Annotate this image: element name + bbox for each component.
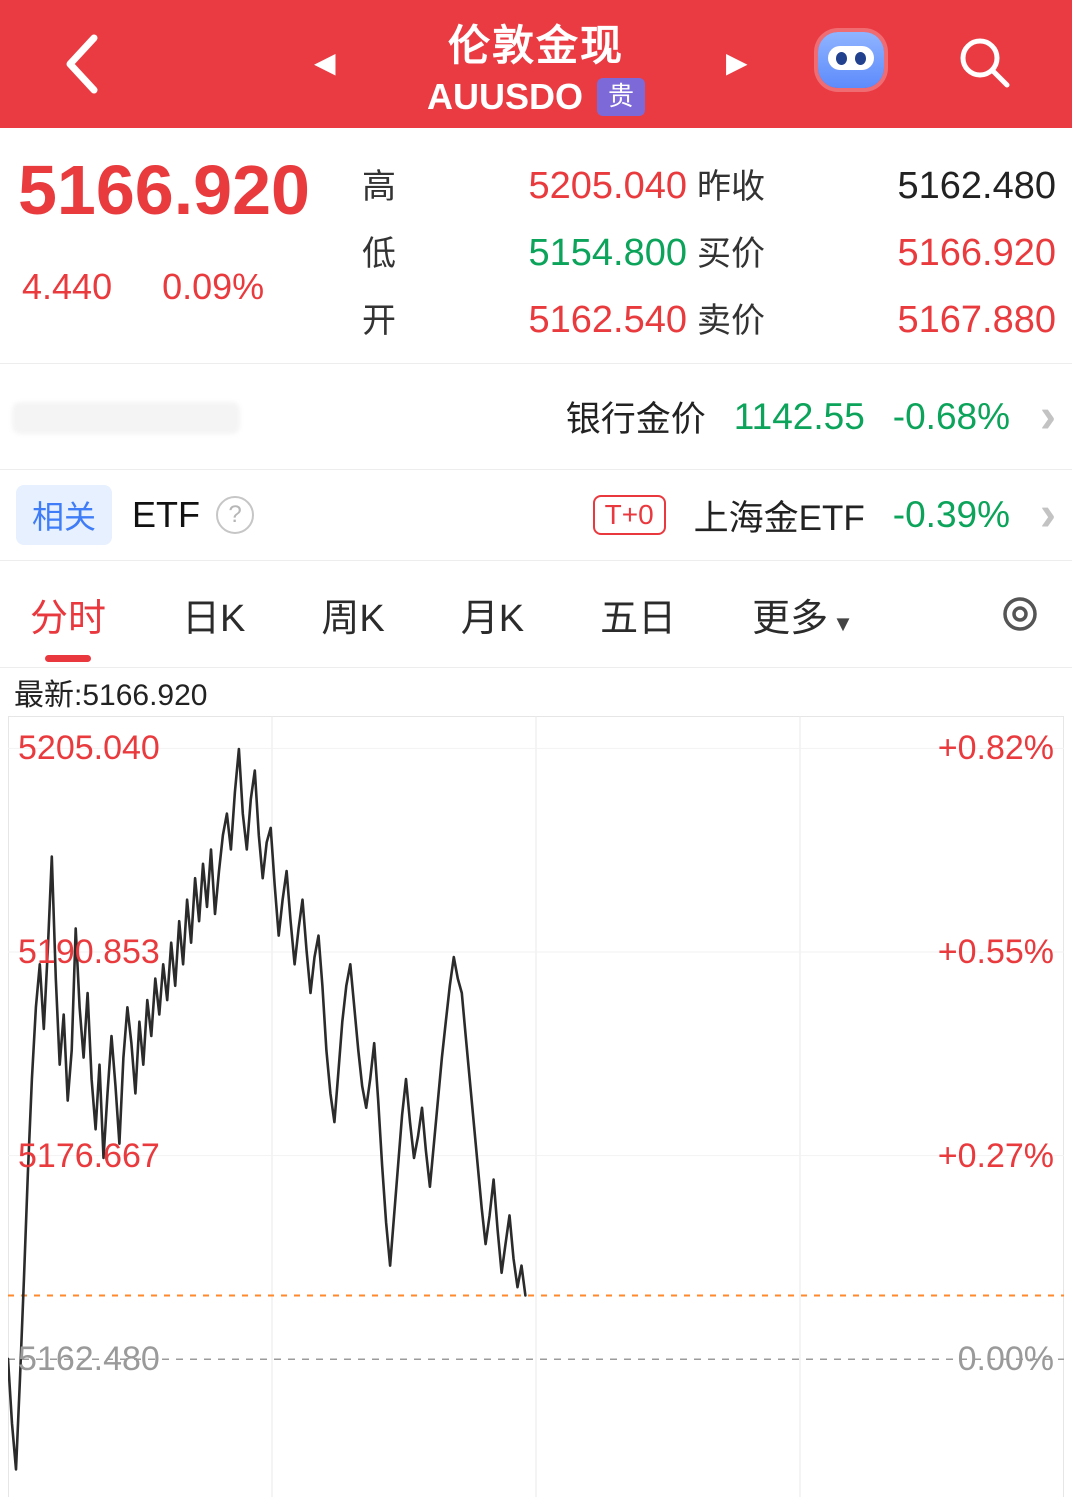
robot-eye (836, 51, 847, 65)
prev-symbol-arrow-icon[interactable]: ◀ (314, 47, 336, 78)
etf-name: 上海金ETF (693, 498, 865, 538)
stat-label-ask: 卖价 (697, 302, 765, 340)
latest-price-label-row: 最新:5166.920 (0, 668, 1072, 716)
tab-daily-k[interactable]: 日K (182, 597, 246, 640)
chevron-right-icon: › (1040, 389, 1056, 443)
stat-label-bid: 买价 (697, 235, 765, 273)
page-title: 伦敦金现 (447, 22, 624, 69)
robot-eye (855, 51, 866, 65)
price-change: 4.440 (22, 266, 113, 307)
t0-badge: T+0 (592, 495, 666, 535)
stat-value-high: 5205.040 (528, 165, 688, 207)
tab-weekly-k[interactable]: 周K (321, 597, 385, 640)
tab-minute[interactable]: 分时 (30, 587, 106, 642)
related-etf-row[interactable]: 相关 ETF ? T+0 上海金ETF -0.39% › (0, 469, 1072, 561)
stat-label-high: 高 (362, 168, 396, 206)
latest-price-label: 最新:5166.920 (14, 679, 208, 712)
chevron-right-icon: › (1040, 488, 1056, 541)
tab-monthly-k[interactable]: 月K (460, 597, 525, 640)
tab-five-day[interactable]: 五日 (600, 597, 677, 640)
price-change-pct: 0.09% (162, 266, 265, 307)
stat-value-bid: 5166.920 (897, 232, 1057, 274)
assistant-robot-icon[interactable] (814, 28, 888, 96)
bank-gold-change-pct: -0.68% (892, 395, 1011, 437)
bank-gold-price: 1142.55 (733, 395, 865, 437)
bank-gold-row[interactable]: 银行金价 1142.55 -0.68% › (0, 363, 1072, 469)
help-question-icon[interactable]: ? (216, 496, 255, 534)
watermark (12, 402, 240, 434)
precious-metal-badge: 贵 (597, 78, 646, 116)
next-symbol-arrow-icon[interactable]: ▶ (726, 47, 748, 78)
stat-value-prev-close: 5162.480 (897, 165, 1057, 207)
caret-down-icon: ▼ (832, 610, 854, 636)
robot-visor (828, 46, 874, 70)
chart-tabs: 分时 日K 周K 月K 五日 更多 ▼ (0, 561, 1072, 668)
price-change-row: 4.440 0.09% (22, 266, 264, 308)
stat-value-open: 5162.540 (528, 299, 688, 341)
quote-panel: 5166.920 4.440 0.09% 高 5205.040 昨收 5162.… (0, 128, 1072, 363)
header: ◀ 伦敦金现 ▶ AUUSDO 贵 (0, 0, 1072, 128)
chart-settings-icon[interactable] (998, 592, 1042, 636)
stat-label-prev-close: 昨收 (697, 168, 765, 206)
minute-chart: 5205.040 5190.853 5176.667 5162.480 +0.8… (0, 716, 1072, 1497)
last-price: 5166.920 (18, 151, 310, 229)
search-icon[interactable] (952, 30, 1016, 94)
stat-label-low: 低 (362, 235, 396, 273)
related-tag: 相关 (16, 485, 113, 545)
stat-label-open: 开 (362, 302, 396, 340)
tab-more[interactable]: 更多 ▼ (752, 597, 854, 640)
bank-gold-label: 银行金价 (565, 400, 706, 439)
etf-change-pct: -0.39% (892, 494, 1011, 535)
symbol-line: AUUSDO 贵 (0, 76, 1072, 118)
stat-value-ask: 5167.880 (897, 299, 1057, 341)
back-icon[interactable] (60, 32, 104, 96)
minute-chart-canvas[interactable] (8, 716, 1064, 1497)
stat-value-low: 5154.800 (528, 232, 688, 274)
symbol-code: AUUSDO (426, 76, 583, 117)
quote-stats: 高 5205.040 昨收 5162.480 低 5154.800 买价 516… (362, 164, 1056, 343)
robot-head (818, 32, 884, 88)
etf-label: ETF (132, 494, 201, 535)
